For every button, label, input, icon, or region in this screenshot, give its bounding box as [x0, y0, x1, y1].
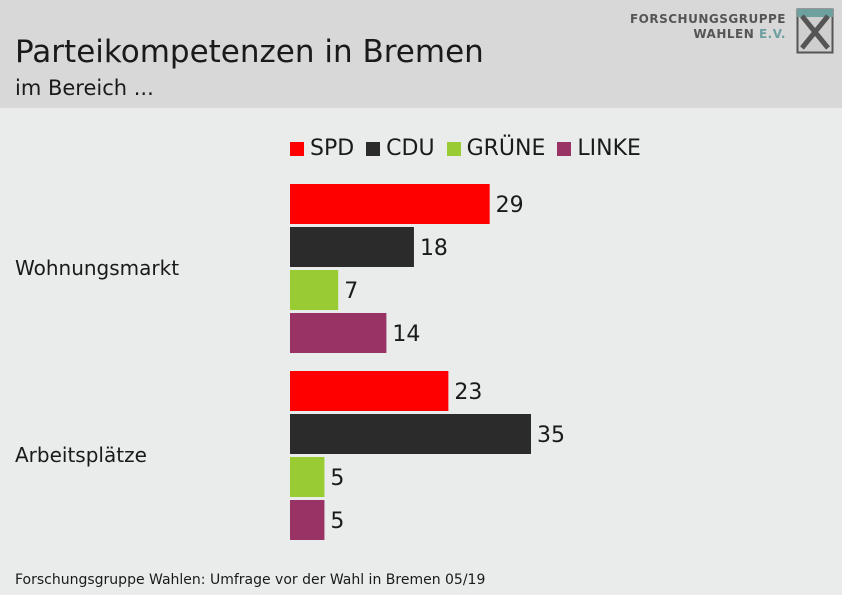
chart-title: Parteikompetenzen in Bremen — [15, 34, 484, 70]
bar-grüne-1 — [290, 457, 325, 497]
logo-line-2b: E.V. — [758, 27, 786, 41]
legend-label: LINKE — [577, 136, 641, 161]
data-label-spd-1: 23 — [454, 380, 482, 405]
logo-line-2a: WAHLEN — [693, 27, 759, 41]
header: Parteikompetenzen in Bremen im Bereich .… — [0, 0, 842, 108]
data-label-cdu-1: 35 — [537, 423, 565, 448]
legend-label: GRÜNE — [466, 136, 546, 161]
bar-linke-0 — [290, 313, 387, 353]
legend-swatch — [366, 141, 381, 156]
data-label-linke-1: 5 — [330, 509, 344, 534]
legend-swatch — [557, 141, 572, 156]
logo-icon — [796, 8, 834, 54]
legend-swatch — [446, 141, 461, 156]
logo-line-2: WAHLEN E.V. — [630, 27, 786, 42]
data-label-spd-0: 29 — [496, 193, 524, 218]
chart-subtitle: im Bereich ... — [15, 76, 154, 100]
bar-spd-0 — [290, 184, 490, 224]
legend-label: CDU — [386, 136, 435, 161]
legend-item-cdu: CDU — [366, 136, 435, 161]
bar-cdu-1 — [290, 414, 531, 454]
bar-cdu-0 — [290, 227, 414, 267]
legend-item-linke: LINKE — [557, 136, 641, 161]
category-label-wohnungsmarkt: Wohnungsmarkt — [15, 256, 180, 280]
source-note: Forschungsgruppe Wahlen: Umfrage vor der… — [15, 572, 486, 588]
logo-line-1: FORSCHUNGSGRUPPE — [629, 12, 786, 26]
legend-item-grüne: GRÜNE — [446, 136, 546, 161]
category-label-arbeitsplaetze: Arbeitsplätze — [15, 443, 147, 467]
legend-swatch — [290, 141, 304, 156]
bar-grüne-0 — [290, 270, 339, 310]
data-label-linke-0: 14 — [392, 322, 420, 347]
data-label-cdu-0: 18 — [420, 236, 448, 261]
data-label-grüne-1: 5 — [330, 466, 344, 491]
bar-linke-1 — [290, 500, 325, 540]
logo-text: FORSCHUNGSGRUPPE WAHLEN E.V. — [630, 12, 786, 42]
legend-label: SPD — [310, 136, 355, 161]
legend-item-spd: SPD — [290, 136, 354, 161]
legend: SPD CDU GRÜNE LINKE — [290, 136, 641, 161]
data-label-grüne-0: 7 — [344, 279, 358, 304]
bar-spd-1 — [290, 371, 449, 411]
